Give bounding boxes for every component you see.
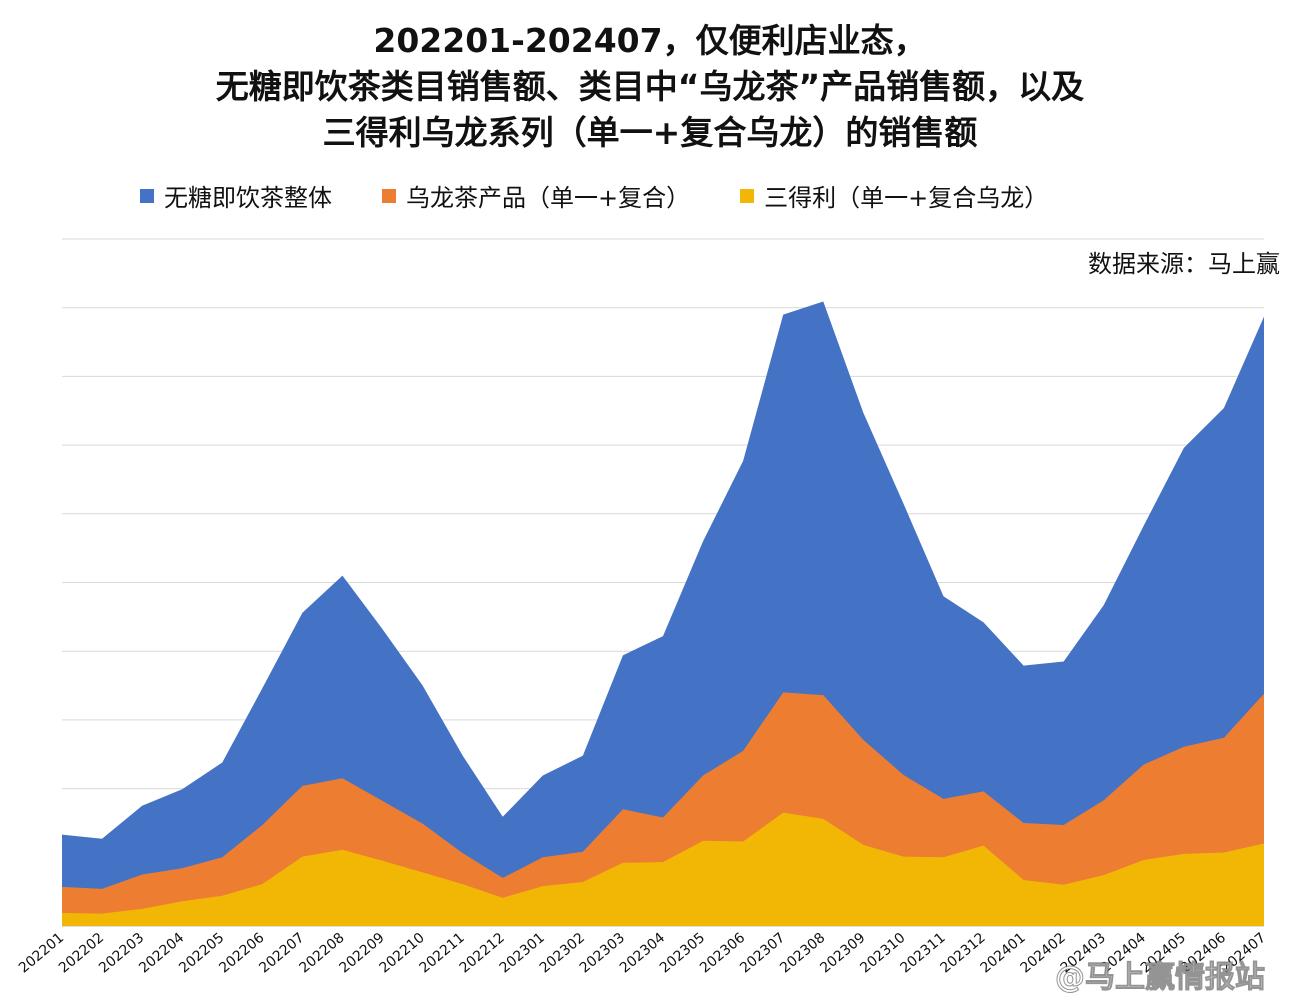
chart-title-line-1: 202201-202407，仅便利店业态， bbox=[373, 21, 927, 60]
data-source-note: 数据来源：马上赢 bbox=[1088, 250, 1280, 278]
legend-swatch-suntory bbox=[740, 188, 755, 203]
series-areas bbox=[62, 301, 1264, 926]
area-series-2 bbox=[62, 812, 1264, 926]
legend-label-suntory: 三得利（单一+复合乌龙） bbox=[764, 184, 1049, 212]
legend-label-tea-total: 无糖即饮茶整体 bbox=[164, 184, 332, 212]
chart-title-line-2: 无糖即饮茶类目销售额、类目中“乌龙茶”产品销售额，以及 bbox=[215, 67, 1085, 106]
legend-item-suntory: 三得利（单一+复合乌龙） bbox=[740, 178, 1048, 213]
area-series-0 bbox=[62, 301, 1264, 926]
legend-swatch-tea-total bbox=[140, 188, 154, 203]
watermark: @马上赢情报站 bbox=[1055, 960, 1266, 996]
legend-label-oolong: 乌龙茶产品（单一+复合） bbox=[406, 184, 691, 212]
chart-legend: 无糖即饮茶整体 乌龙茶产品（单一+复合） 三得利（单一+复合乌龙） bbox=[140, 178, 1048, 213]
legend-item-tea-total: 无糖即饮茶整体 bbox=[140, 178, 332, 213]
legend-swatch-oolong bbox=[382, 188, 396, 203]
legend-item-oolong: 乌龙茶产品（单一+复合） bbox=[382, 178, 690, 213]
chart-title: 202201-202407，仅便利店业态， 无糖即饮茶类目销售额、类目中“乌龙茶… bbox=[0, 18, 1300, 156]
chart-title-line-3: 三得利乌龙系列（单一+复合乌龙）的销售额 bbox=[322, 113, 978, 152]
